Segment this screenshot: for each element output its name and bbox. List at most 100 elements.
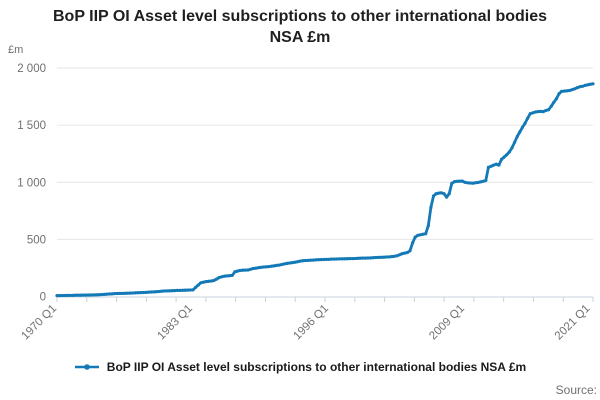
series-point bbox=[486, 165, 490, 169]
series-point bbox=[408, 249, 412, 253]
series-point bbox=[314, 258, 318, 262]
series-point bbox=[411, 241, 415, 245]
series-point bbox=[387, 255, 391, 259]
series-point bbox=[285, 261, 289, 265]
series-point bbox=[89, 293, 93, 297]
series-point bbox=[332, 257, 336, 261]
x-axis-tick-label: 1996 Q1 bbox=[291, 303, 331, 343]
series-point bbox=[120, 291, 124, 295]
series-point bbox=[209, 279, 213, 283]
series-point bbox=[384, 255, 388, 259]
series-point bbox=[337, 257, 341, 261]
series-point bbox=[340, 257, 344, 261]
series-point bbox=[455, 179, 459, 183]
series-point bbox=[583, 83, 587, 87]
series-point bbox=[241, 268, 245, 272]
series-point bbox=[335, 257, 339, 261]
series-point bbox=[450, 181, 454, 185]
series-point bbox=[107, 292, 111, 296]
series-point bbox=[476, 180, 480, 185]
series-point bbox=[437, 191, 441, 195]
series-point bbox=[141, 290, 145, 295]
series-point bbox=[356, 256, 360, 260]
series-point bbox=[251, 266, 255, 271]
series-point bbox=[382, 255, 386, 259]
series-point bbox=[165, 289, 169, 293]
series-point bbox=[167, 289, 171, 293]
x-axis-tick-label: 1970 Q1 bbox=[19, 303, 59, 343]
series-point bbox=[547, 108, 551, 112]
series-point bbox=[92, 293, 96, 297]
series-point bbox=[180, 288, 185, 292]
series-point bbox=[324, 257, 328, 261]
series-point bbox=[139, 291, 143, 295]
series-point bbox=[86, 293, 90, 297]
y-axis-unit-label: £m bbox=[8, 44, 24, 56]
series-point bbox=[264, 265, 268, 269]
series-point bbox=[484, 178, 488, 183]
series-point bbox=[580, 84, 585, 88]
series-point bbox=[591, 82, 595, 86]
series-point bbox=[452, 180, 456, 184]
x-axis-tick-label: 2009 Q1 bbox=[427, 303, 467, 343]
plot-area: 0 500 1 000 1 500 2 000 1970 Q1 1983 Q1 1996 Q1… bbox=[17, 63, 595, 343]
series-point bbox=[405, 250, 409, 255]
series-point bbox=[421, 232, 425, 236]
series-point bbox=[497, 163, 501, 167]
series-point bbox=[199, 281, 203, 285]
series-line[interactable] bbox=[55, 82, 595, 297]
y-axis-tick-label: 0 bbox=[40, 292, 46, 304]
series-point bbox=[136, 291, 140, 295]
series-point bbox=[173, 289, 177, 293]
series-point bbox=[188, 288, 192, 292]
series-point bbox=[259, 265, 263, 269]
series-point bbox=[358, 256, 362, 260]
series-point bbox=[76, 293, 80, 297]
series-point bbox=[379, 255, 383, 259]
series-point bbox=[178, 288, 182, 292]
series-point bbox=[105, 292, 109, 296]
series-point bbox=[520, 125, 525, 129]
series-point bbox=[426, 224, 430, 228]
series-point bbox=[246, 268, 250, 272]
series-point bbox=[463, 180, 467, 184]
series-point bbox=[58, 294, 62, 298]
series-point bbox=[544, 108, 548, 113]
series-point bbox=[489, 164, 493, 168]
chart-title: BoP IIP OI Asset level subscriptions to … bbox=[52, 8, 548, 47]
series-point bbox=[395, 254, 399, 258]
series-point bbox=[214, 277, 219, 281]
series-point bbox=[126, 291, 130, 295]
legend-line-marker-icon bbox=[74, 364, 99, 370]
series-point bbox=[549, 104, 553, 108]
series-point bbox=[275, 263, 279, 267]
series-point bbox=[322, 257, 326, 262]
series-point bbox=[220, 275, 224, 279]
series-point bbox=[565, 89, 569, 93]
series-point bbox=[94, 293, 98, 297]
series-point bbox=[152, 290, 156, 294]
series-point bbox=[552, 100, 556, 104]
series-point bbox=[154, 290, 158, 294]
series-point bbox=[60, 293, 64, 298]
series-point bbox=[306, 258, 310, 262]
series-point bbox=[541, 110, 545, 114]
series-point bbox=[201, 280, 205, 284]
series-point bbox=[494, 162, 498, 166]
series-point bbox=[554, 97, 559, 101]
series-point bbox=[560, 89, 564, 93]
series-point bbox=[212, 278, 216, 283]
legend-label: BoP IIP OI Asset level subscriptions to … bbox=[106, 360, 527, 374]
series-point bbox=[481, 179, 485, 183]
series-point bbox=[363, 256, 368, 260]
series-point bbox=[377, 255, 381, 259]
series-point bbox=[55, 294, 59, 298]
series-point bbox=[366, 256, 370, 260]
series-point bbox=[84, 293, 88, 297]
legend-item[interactable]: BoP IIP OI Asset level subscriptions to … bbox=[0, 360, 600, 374]
series-point bbox=[473, 181, 477, 185]
series-point bbox=[588, 82, 593, 86]
series-point bbox=[248, 267, 253, 271]
series-point bbox=[228, 274, 232, 278]
series-point bbox=[439, 191, 443, 195]
